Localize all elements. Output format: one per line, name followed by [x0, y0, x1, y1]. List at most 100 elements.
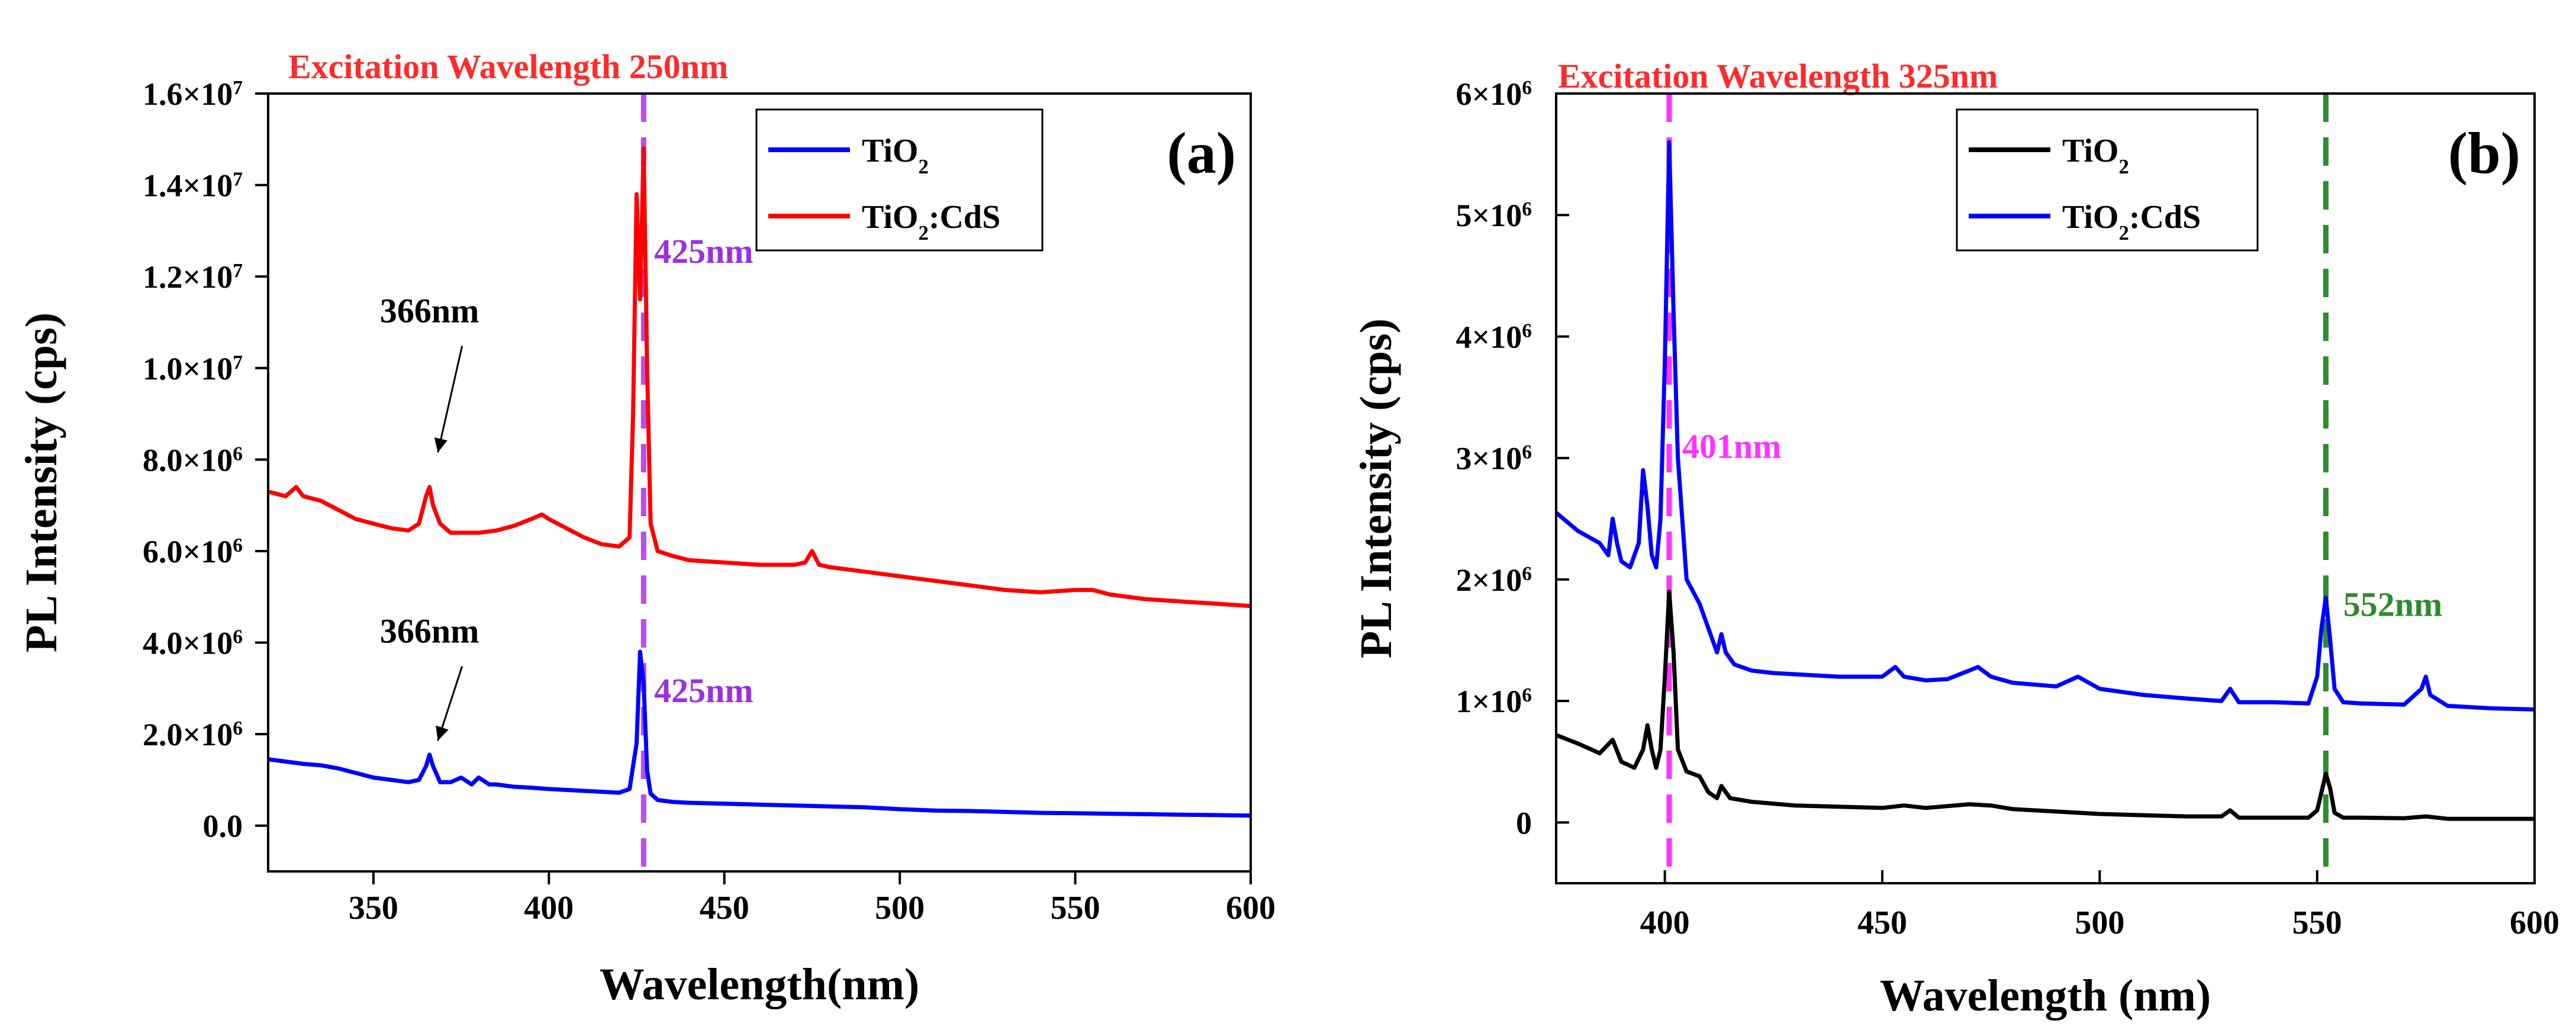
legend-box — [755, 108, 1044, 252]
x-tick-label-350: 350 — [349, 890, 398, 926]
panel-a-excitation-250nm: Excitation Wavelength 250nm 350 400 450 500 5… — [17, 47, 1276, 1009]
y-tick-label-4-part-0: 8.0×10 — [143, 442, 233, 478]
y-tick-label-5-part-0: 1.0×10 — [143, 351, 233, 387]
x-tick-label-550: 550 — [2292, 905, 2342, 941]
series-line-1 — [1556, 140, 2535, 712]
y-tick-label-6-part-0: 6×10 — [1456, 76, 1522, 112]
legend-label-1-part-2: :CdS — [2129, 199, 2201, 236]
y-tick-label-2-part-0: 2×10 — [1456, 562, 1522, 598]
y-tick-label-5-part-1: 6 — [1522, 198, 1532, 220]
annotation-425nm-3: 425nm — [654, 671, 754, 710]
series-line-0 — [1556, 589, 2535, 821]
y-axis-label: PL Intensity (cps) — [17, 313, 66, 652]
y-tick-label-2: 4.0×106 — [143, 626, 243, 661]
y-tick-label-3-part-0: 6.0×10 — [143, 534, 233, 569]
legend-box — [1956, 108, 2259, 252]
y-tick-label-4-part-0: 4×10 — [1456, 319, 1522, 355]
y-tick-label-6: 6×106 — [1456, 76, 1532, 112]
y-tick-label-5-part-0: 5×10 — [1456, 198, 1522, 233]
annotation-366nm-0: 366nm — [380, 291, 479, 330]
y-tick-label-5: 5×106 — [1456, 198, 1532, 233]
y-tick-label-2-part-1: 6 — [1522, 562, 1532, 584]
legend-label-1-part-2: :CdS — [929, 199, 1000, 236]
x-tick-label-600: 600 — [2510, 905, 2559, 941]
y-tick-label-4: 4×106 — [1456, 319, 1532, 355]
y-tick-label-1: 2.0×106 — [143, 717, 243, 752]
x-tick-label-400: 400 — [1640, 905, 1690, 941]
y-tick-label-4: 8.0×106 — [143, 442, 243, 478]
y-tick-label-1-part-0: 2.0×10 — [143, 717, 233, 752]
y-tick-label-6-part-1: 6 — [1522, 77, 1532, 99]
y-tick-label-4-part-1: 6 — [1522, 320, 1532, 342]
chart-title: Excitation Wavelength 250nm — [288, 47, 728, 86]
panel-b-excitation-325nm: Excitation Wavelength 325nm 400 450 500 550 6… — [1351, 57, 2559, 1021]
legend-label-0: TiO2 — [2062, 133, 2129, 178]
annotation-arrowhead-2 — [436, 725, 449, 741]
y-tick-label-8-part-0: 1.6×10 — [143, 76, 233, 112]
legend-label-0-part-1: 2 — [2118, 155, 2129, 178]
x-tick-label-500: 500 — [875, 890, 925, 926]
y-tick-label-7-part-0: 1.4×10 — [143, 168, 233, 204]
x-tick-label-600: 600 — [1226, 890, 1276, 926]
y-tick-label-3: 6.0×106 — [143, 534, 243, 569]
annotation-arrow-0 — [437, 346, 463, 453]
y-tick-label-2-part-0: 4.0×10 — [143, 626, 233, 661]
y-tick-label-1-part-1: 6 — [233, 717, 243, 739]
axes-frame — [267, 92, 1252, 873]
x-tick-label-450: 450 — [1857, 905, 1907, 941]
y-tick-label-5: 1.0×107 — [143, 351, 243, 387]
legend-label-1-part-1: 2 — [2118, 221, 2129, 244]
x-tick-label-550: 550 — [1051, 890, 1100, 926]
series-line-1 — [268, 146, 1251, 609]
y-tick-label-0-part-0: 0.0 — [203, 809, 243, 844]
y-tick-label-0: 0.0 — [203, 809, 243, 844]
y-tick-label-7-part-1: 7 — [233, 168, 243, 190]
x-tick-label-500: 500 — [2075, 905, 2124, 941]
y-tick-label-4-part-1: 6 — [233, 443, 243, 465]
y-tick-label-2-part-1: 6 — [233, 626, 243, 648]
y-tick-label-7: 1.4×107 — [143, 168, 243, 204]
y-tick-label-1: 1×106 — [1456, 684, 1532, 719]
y-axis-label: PL Intensity (cps) — [1351, 318, 1401, 658]
legend-label-1-part-0: TiO — [862, 199, 918, 236]
y-tick-label-3-part-0: 3×10 — [1456, 441, 1522, 477]
panel-label: (b) — [2448, 120, 2520, 186]
annotation-401nm-0: 401nm — [1682, 427, 1782, 466]
legend-label-0-part-0: TiO — [2062, 133, 2118, 169]
legend-label-0: TiO2 — [862, 133, 929, 178]
annotation-arrowhead-0 — [434, 437, 447, 453]
x-tick-label-450: 450 — [700, 890, 749, 926]
y-tick-label-6-part-0: 1.2×10 — [143, 259, 233, 295]
y-tick-label-6: 1.2×107 — [143, 259, 243, 295]
y-tick-label-0: 0 — [1516, 805, 1532, 841]
y-tick-label-0-part-0: 0 — [1516, 805, 1532, 841]
y-tick-label-3-part-1: 6 — [233, 534, 243, 556]
x-tick-label-400: 400 — [524, 890, 574, 926]
y-tick-label-1-part-1: 6 — [1522, 684, 1532, 706]
legend-label-1-part-0: TiO — [2062, 199, 2118, 236]
legend-label-0-part-1: 2 — [918, 155, 928, 178]
panel-label: (a) — [1167, 120, 1236, 186]
annotation-425nm-1: 425nm — [654, 232, 754, 271]
legend-label-0-part-0: TiO — [862, 133, 918, 169]
annotation-366nm-2: 366nm — [380, 612, 479, 651]
y-tick-label-8-part-1: 7 — [233, 77, 243, 99]
y-tick-label-3-part-1: 6 — [1522, 441, 1532, 463]
legend-label-1-part-1: 2 — [918, 221, 928, 244]
y-tick-label-1-part-0: 1×10 — [1456, 684, 1522, 719]
x-axis-label: Wavelength (nm) — [1880, 971, 2211, 1021]
legend-label-1: TiO2:CdS — [2062, 199, 2201, 244]
y-tick-label-8: 1.6×107 — [143, 76, 243, 112]
legend-label-1: TiO2:CdS — [862, 199, 1000, 244]
y-tick-label-3: 3×106 — [1456, 441, 1532, 477]
axes-frame — [1555, 92, 2536, 884]
y-tick-label-5-part-1: 7 — [233, 351, 243, 373]
y-tick-label-2: 2×106 — [1456, 562, 1532, 598]
x-axis-label: Wavelength(nm) — [600, 960, 919, 1009]
annotation-552nm-1: 552nm — [2343, 585, 2443, 623]
chart-title: Excitation Wavelength 325nm — [1558, 57, 1998, 95]
y-tick-label-6-part-1: 7 — [233, 260, 243, 282]
